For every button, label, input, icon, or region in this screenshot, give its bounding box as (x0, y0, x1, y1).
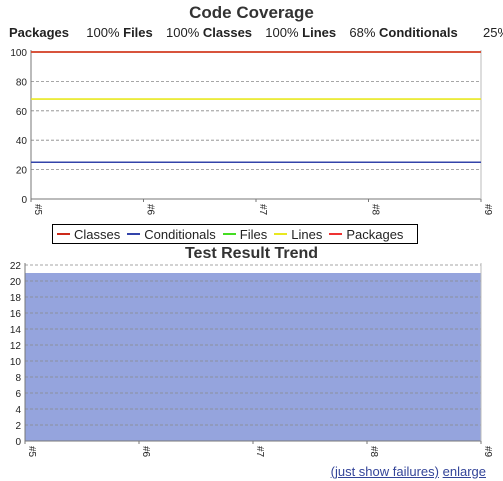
legend-label-lines: Lines (291, 226, 323, 242)
chart0-xtick-label-3: #8 (370, 204, 381, 216)
enlarge-link[interactable]: enlarge (442, 464, 486, 479)
summary-files-value: 100% (166, 25, 200, 40)
chart1-ytick-label-10: 20 (10, 277, 22, 288)
chart1-xtick-label-0: #5 (26, 446, 37, 458)
chart0-xtick-label-4: #9 (482, 204, 493, 216)
chart1-ytick-label-8: 16 (10, 309, 22, 320)
trend-title: Test Result Trend (184, 245, 319, 262)
chart1-xtick-label-2: #7 (254, 446, 265, 458)
legend-item-lines: Lines (274, 227, 322, 242)
trend-links: (just show failures) enlarge (331, 464, 486, 479)
legend-swatch-files (222, 233, 236, 235)
legend-swatch-lines (274, 233, 288, 235)
legend-label-classes: Classes (74, 226, 121, 242)
chart0-xtick-label-0: #5 (32, 204, 43, 216)
chart1-ytick-label-0: 0 (15, 437, 21, 448)
summary-lines-value: 68% (349, 25, 376, 40)
summary-lines-label: Lines (302, 25, 337, 40)
legend-swatch-conditionals (127, 233, 141, 235)
coverage-summary: Packages 100% Files 100% Classes 100% Li… (9, 25, 503, 40)
legend-item-packages: Packages (329, 227, 403, 242)
chart0-ytick-label-1: 20 (16, 166, 28, 177)
trend-area-series-0 (25, 273, 481, 441)
chart0-ytick-label-3: 60 (16, 107, 28, 118)
chart1-xtick-label-3: #8 (368, 446, 379, 458)
legend-swatch-packages (329, 233, 343, 235)
coverage-title: Code Coverage (189, 3, 314, 22)
chart0-ytick-label-5: 100 (10, 48, 27, 59)
chart1-xtick-label-1: #6 (140, 446, 151, 458)
chart1-ytick-label-11: 22 (10, 261, 22, 272)
chart1-ytick-label-3: 6 (15, 389, 21, 400)
chart0-xtick-label-1: #6 (145, 204, 156, 216)
chart1-ytick-label-6: 12 (10, 341, 22, 352)
legend-label-files: Files (239, 226, 268, 242)
legend-item-conditionals: Conditionals (127, 227, 216, 242)
just-show-failures-link[interactable]: (just show failures) (330, 464, 439, 479)
chart1-ytick-label-1: 2 (15, 421, 21, 432)
summary-packages-label: Packages (9, 25, 69, 40)
legend-swatch-classes (57, 233, 70, 235)
chart0-xtick-label-2: #7 (257, 204, 268, 216)
chart1-ytick-label-9: 18 (10, 293, 22, 304)
summary-conditionals-label: Conditionals (379, 25, 458, 40)
coverage-legend: Classes Conditionals Files Lines Packages (52, 224, 418, 244)
legend-item-files: Files (222, 226, 268, 242)
chart0-ytick-label-4: 80 (16, 77, 28, 88)
chart1-ytick-label-7: 14 (10, 325, 22, 336)
chart0-ytick-label-2: 40 (16, 136, 28, 147)
legend-label-packages: Packages (346, 226, 404, 242)
chart1-ytick-label-5: 10 (10, 357, 22, 368)
chart1-ytick-label-2: 4 (15, 405, 21, 416)
summary-conditionals-value: 25% (483, 25, 503, 40)
chart1-ytick-label-4: 8 (15, 373, 21, 384)
summary-classes-label: Classes (202, 25, 253, 40)
summary-packages-value: 100% (86, 25, 120, 40)
legend-item-classes: Classes (57, 227, 120, 242)
summary-files-label: Files (123, 25, 153, 40)
chart1-xtick-label-4: #9 (482, 446, 493, 458)
legend-label-conditionals: Conditionals (144, 226, 216, 242)
chart0-ytick-label-0: 0 (21, 195, 27, 206)
summary-classes-value: 100% (265, 25, 299, 40)
